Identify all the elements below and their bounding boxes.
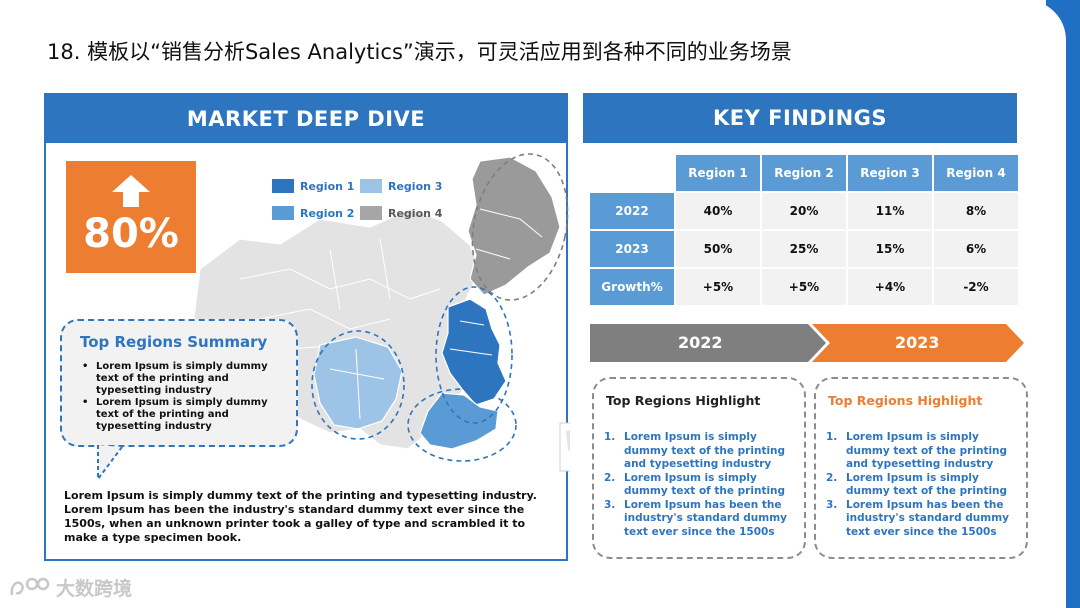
highlight-item-text: Lorem Ipsum is simply dummy text of the …	[624, 431, 786, 470]
legend-swatch	[360, 206, 382, 220]
table-row: Growth% +5% +5% +4% -2%	[590, 269, 1018, 305]
highlight-item: 3. Lorem Ipsum has been the industry's st…	[604, 498, 787, 538]
highlight-box-2023: Top Regions Highlight 1. Lorem Ipsum is s…	[814, 377, 1028, 559]
table-cell: +5%	[676, 269, 760, 305]
table-row: 2023 50% 25% 15% 6%	[590, 231, 1018, 267]
legend-label: Region 3	[388, 179, 443, 193]
table-row-header: Growth%	[590, 269, 674, 305]
table-column-header: Region 1	[676, 155, 760, 191]
region-4-outline	[471, 153, 569, 301]
table-column-header: Region 2	[762, 155, 846, 191]
map-region-4	[467, 156, 561, 296]
summary-list: Lorem Ipsum is simply dummy text of the …	[82, 361, 292, 433]
summary-title: Top Regions Summary	[80, 333, 268, 351]
right-edge-curve	[1026, 0, 1066, 608]
timeline-label-from: 2022	[678, 333, 723, 352]
legend-item-region-2: Region 2	[272, 206, 354, 220]
legend-swatch	[272, 179, 294, 193]
summary-item: Lorem Ipsum is simply dummy text of the …	[82, 397, 292, 433]
timeline-arrow-2023	[812, 324, 1024, 362]
top-regions-summary-box: Top Regions Summary Lorem Ipsum is simpl…	[60, 319, 298, 447]
highlight-box-2022: Top Regions Highlight 1. Lorem Ipsum is s…	[592, 377, 806, 559]
region-3-outline	[311, 330, 405, 440]
market-panel-body-text: Lorem Ipsum is simply dummy text of the …	[64, 489, 537, 544]
summary-item: Lorem Ipsum is simply dummy text of the …	[82, 361, 292, 397]
highlight-item-text: Lorem Ipsum is simply dummy text of the …	[846, 431, 1008, 470]
table-cell: 40%	[676, 193, 760, 229]
highlight-item: 1. Lorem Ipsum is simply dummy text of th…	[826, 431, 1008, 470]
table-cell: 25%	[762, 231, 846, 267]
legend-swatch	[272, 206, 294, 220]
market-panel-header: MARKET DEEP DIVE	[46, 95, 566, 143]
table-cell: 50%	[676, 231, 760, 267]
stat-value: 80%	[83, 211, 179, 257]
timeline-arrows	[590, 324, 1024, 362]
legend-label: Region 2	[300, 206, 355, 220]
brand-logo-icon	[10, 577, 50, 595]
slide-title: 18. 模板以“销售分析Sales Analytics”演示，可灵活应用到各种不…	[47, 40, 792, 64]
key-findings-table: Region 1 Region 2 Region 3 Region 4 2022…	[588, 153, 1020, 307]
highlight-list: 1. Lorem Ipsum is simply dummy text of th…	[826, 431, 1022, 539]
legend-item-region-1: Region 1	[272, 179, 354, 193]
table-cell: 11%	[848, 193, 932, 229]
callout-tail	[97, 445, 123, 481]
highlight-item: 2. Lorem Ipsum is simply dummy text of th…	[604, 471, 786, 498]
market-deep-dive-panel: MARKET DEEP DIVE 80% Region 1	[44, 93, 570, 561]
legend-swatch	[360, 179, 382, 193]
highlight-item: 3. Lorem Ipsum has been the industry's st…	[826, 498, 1009, 538]
map-region-2	[419, 392, 499, 450]
table-row-header: 2022	[590, 193, 674, 229]
legend-label: Region 4	[388, 206, 443, 220]
highlight-list: 1. Lorem Ipsum is simply dummy text of th…	[604, 431, 800, 539]
highlight-item: 1. Lorem Ipsum is simply dummy text of th…	[604, 431, 786, 470]
legend-item-region-3: Region 3	[360, 179, 442, 193]
table-cell: -2%	[934, 269, 1018, 305]
stat-highlight-box: 80%	[66, 161, 196, 273]
table-header-row: Region 1 Region 2 Region 3 Region 4	[590, 155, 1018, 191]
table-cell: 20%	[762, 193, 846, 229]
arrow-up-icon	[112, 175, 150, 207]
legend-label: Region 1	[300, 179, 355, 193]
highlight-item-text: Lorem Ipsum has been the industry's stan…	[846, 498, 1009, 538]
highlight-title: Top Regions Highlight	[606, 393, 761, 408]
key-findings-header: KEY FINDINGS	[583, 93, 1017, 143]
table-row-header: 2023	[590, 231, 674, 267]
timeline-label-to: 2023	[895, 333, 940, 352]
brand-logo-text: 大数跨境	[56, 578, 133, 600]
table-cell: 6%	[934, 231, 1018, 267]
table-row: 2022 40% 20% 11% 8%	[590, 193, 1018, 229]
region-1-outline	[435, 286, 513, 424]
highlight-item-text: Lorem Ipsum is simply dummy text of the …	[846, 471, 1008, 498]
south-china-sea-inset	[559, 422, 570, 472]
year-timeline: 2022 2023	[590, 324, 1030, 362]
table-corner	[590, 155, 674, 191]
brand-logo: 大数跨境	[8, 574, 132, 601]
region-2-outline	[407, 388, 517, 462]
table-cell: 15%	[848, 231, 932, 267]
table-cell: 8%	[934, 193, 1018, 229]
legend-item-region-4: Region 4	[360, 206, 442, 220]
highlight-title: Top Regions Highlight	[828, 393, 983, 408]
highlight-item: 2. Lorem Ipsum is simply dummy text of th…	[826, 471, 1008, 498]
highlight-item-text: Lorem Ipsum is simply dummy text of the …	[624, 471, 786, 498]
table-cell: +5%	[762, 269, 846, 305]
highlight-item-text: Lorem Ipsum has been the industry's stan…	[624, 498, 787, 538]
table-column-header: Region 4	[934, 155, 1018, 191]
table-column-header: Region 3	[848, 155, 932, 191]
timeline-arrow-2022	[590, 324, 826, 362]
table-cell: +4%	[848, 269, 932, 305]
